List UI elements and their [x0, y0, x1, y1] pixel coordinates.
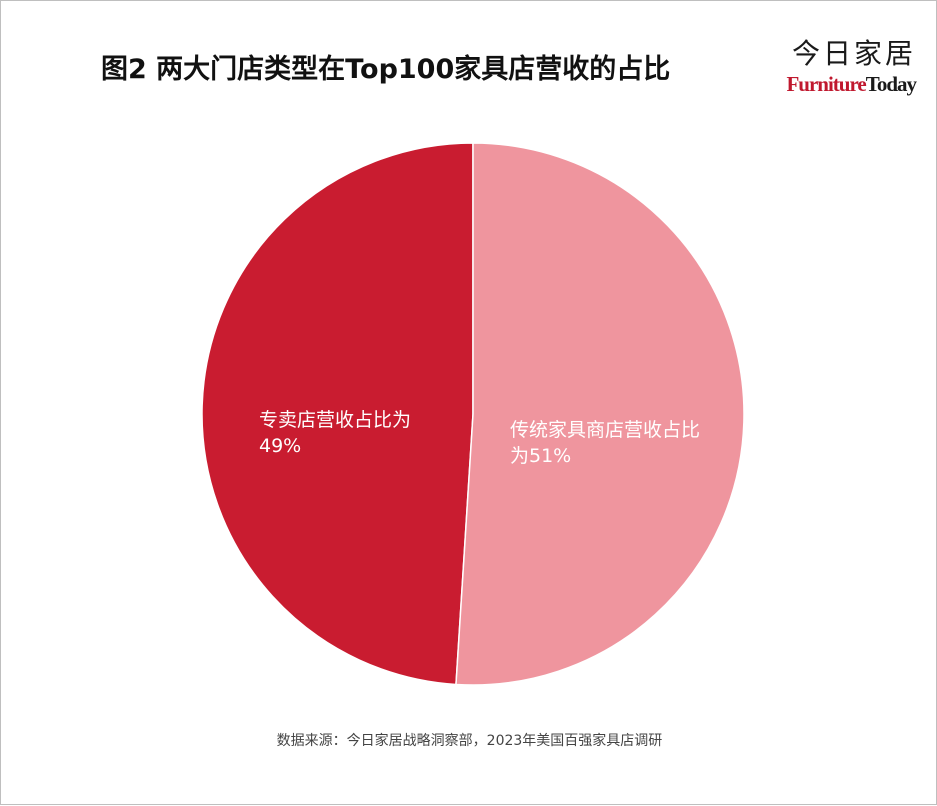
chart-title: 图2 两大门店类型在Top100家具店营收的占比 [101, 54, 671, 85]
slice-label-specialty-line2: 49% [259, 435, 302, 457]
slice-label-traditional: 传统家具商店营收占比 为51% [510, 417, 700, 469]
pie-slice-specialty [201, 142, 474, 686]
slice-label-specialty: 专卖店营收占比为 49% [259, 407, 411, 459]
furniture-today-logo: 今日家居 FurnitureToday [786, 37, 917, 97]
slice-label-traditional-line2: 为51% [510, 445, 572, 467]
pie-slice-traditional [455, 142, 745, 686]
slice-label-traditional-line1: 传统家具商店营收占比 [510, 419, 701, 441]
logo-english-part1: Furniture [786, 72, 866, 96]
slice-label-specialty-line1: 专卖店营收占比为 [259, 409, 412, 431]
logo-chinese-text: 今日家居 [791, 37, 916, 70]
logo-english-text: FurnitureToday [786, 71, 917, 97]
logo-english-part2: Today [865, 72, 917, 96]
data-source-note: 数据来源：今日家居战略洞察部，2023年美国百强家具店调研 [276, 733, 663, 749]
